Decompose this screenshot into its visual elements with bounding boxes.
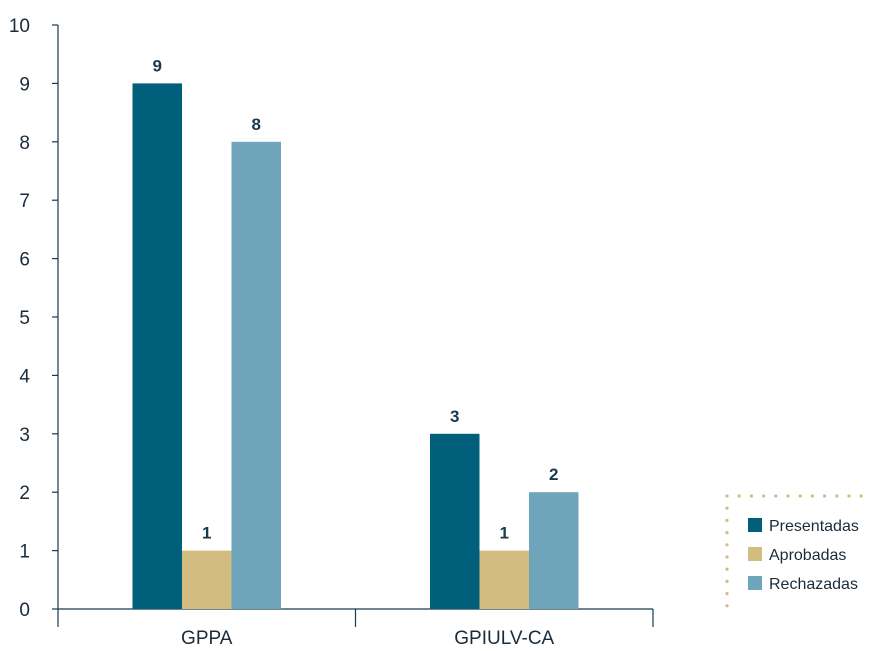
- legend-border-dot: [725, 567, 729, 571]
- bars-group: [132, 83, 579, 610]
- legend-swatch-presentadas: [748, 518, 762, 532]
- legend: Presentadas Aprobadas Rechazadas: [725, 494, 863, 608]
- y-tick-label: 0: [19, 600, 30, 621]
- legend-border-dot: [725, 531, 729, 535]
- legend-border-dot: [725, 604, 729, 608]
- y-axis: 0 1 2 3 4 5 6 7 8 9 10: [9, 16, 59, 621]
- legend-border-dot: [847, 494, 851, 498]
- bar-presentadas-gpiulv-ca: [430, 433, 480, 609]
- legend-border-dot: [774, 494, 778, 498]
- legend-label-presentadas: Presentadas: [769, 518, 859, 535]
- legend-border-dot: [725, 543, 729, 547]
- data-label: 8: [252, 115, 261, 134]
- y-tick-label: 10: [9, 16, 30, 37]
- x-axis: GPPA GPIULV-CA: [57, 608, 654, 649]
- legend-border-dot: [725, 555, 729, 559]
- legend-border-dot: [823, 494, 827, 498]
- legend-border-dot: [810, 494, 815, 498]
- y-tick-label: 3: [19, 425, 30, 446]
- y-tick-label: 1: [19, 542, 30, 563]
- data-label: 3: [450, 407, 459, 426]
- y-tick-label: 8: [19, 133, 30, 154]
- x-category-label: GPPA: [181, 628, 233, 649]
- data-label: 9: [153, 56, 162, 75]
- y-tick-label: 4: [19, 366, 30, 387]
- bar-rechazadas-gppa: [231, 141, 281, 610]
- legend-swatch-aprobadas: [748, 547, 762, 561]
- bar-presentadas-gppa: [132, 83, 182, 609]
- y-tick-label: 5: [19, 308, 30, 329]
- legend-border-dot: [835, 494, 839, 498]
- y-tick-label: 6: [19, 250, 30, 271]
- legend-border-dot: [725, 592, 729, 596]
- y-tick-label: 7: [19, 191, 30, 212]
- bar-rechazadas-gpiulv-ca: [529, 492, 579, 609]
- legend-border-dot: [749, 494, 754, 498]
- legend-border-dot: [798, 494, 802, 498]
- data-label: 1: [202, 524, 211, 543]
- legend-label-aprobadas: Aprobadas: [769, 547, 846, 564]
- bar-aprobadas-gpiulv-ca: [479, 550, 529, 609]
- bar-aprobadas-gppa: [182, 550, 232, 609]
- data-label: 1: [500, 524, 509, 543]
- legend-label-rechazadas: Rechazadas: [769, 576, 858, 593]
- y-tick-label: 2: [19, 483, 30, 504]
- legend-border-dot: [725, 579, 729, 584]
- legend-border-dot: [786, 494, 790, 498]
- legend-border-dot: [737, 494, 741, 498]
- legend-border-dot: [725, 506, 729, 510]
- legend-border-dot: [859, 494, 863, 498]
- x-category-label: GPIULV-CA: [454, 628, 554, 649]
- legend-border-dot: [725, 518, 729, 523]
- data-labels-group: 9 1 8 3 1 2: [153, 56, 559, 542]
- legend-border-dot: [762, 494, 766, 498]
- legend-border-dot: [725, 494, 729, 498]
- y-tick-label: 9: [19, 74, 30, 95]
- legend-swatch-rechazadas: [748, 576, 762, 590]
- data-label: 2: [549, 465, 558, 484]
